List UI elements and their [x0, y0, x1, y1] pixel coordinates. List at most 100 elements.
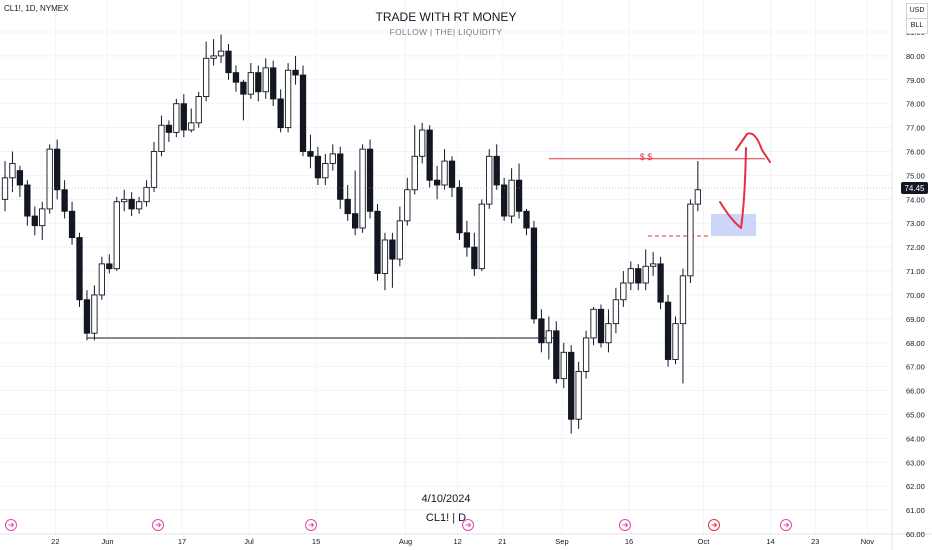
chart-title: TRADE WITH RT MONEY	[375, 10, 517, 24]
candle-body-down	[493, 155, 500, 186]
y-tick-label: 80.00	[906, 52, 925, 61]
y-tick-label: 78.00	[906, 100, 925, 109]
candle	[501, 177, 508, 221]
candle-body-up	[217, 50, 225, 57]
candle-body-up	[575, 370, 582, 420]
x-tick-label: 17	[178, 537, 186, 546]
event-icon[interactable]	[305, 519, 317, 531]
candle-body-up	[642, 265, 649, 284]
candle-body-up	[650, 263, 657, 267]
candle-body-down	[530, 227, 538, 320]
candle	[352, 170, 359, 236]
footer-symbol: CL1! | D	[425, 512, 467, 524]
candle-body-up	[195, 96, 202, 124]
candle-body-down	[538, 318, 545, 344]
candle-body-up	[478, 203, 485, 270]
candle-body-up	[694, 189, 702, 205]
event-icon[interactable]	[5, 519, 17, 531]
event-icon[interactable]	[708, 519, 720, 531]
event-icon[interactable]	[462, 519, 474, 531]
candle	[694, 161, 702, 212]
candle	[68, 201, 76, 245]
currency-button[interactable]: USD	[906, 3, 928, 19]
candle	[381, 232, 389, 291]
candle-body-down	[61, 189, 68, 212]
candle	[135, 196, 143, 214]
candle-body-up	[284, 69, 292, 129]
candle-body-down	[314, 155, 322, 179]
candle	[61, 180, 68, 219]
candle-body-up	[441, 160, 448, 186]
liquidity-label: $ $	[640, 152, 653, 162]
event-icon[interactable]	[780, 519, 792, 531]
candle	[329, 144, 336, 171]
candle-body-down	[635, 268, 642, 284]
event-arrow	[465, 522, 472, 528]
candle	[16, 165, 24, 197]
candle	[478, 199, 485, 272]
y-tick-label: 73.00	[906, 219, 925, 228]
x-tick-label: 21	[498, 537, 506, 546]
y-tick-label: 74.00	[906, 195, 925, 204]
event-icons[interactable]	[5, 519, 792, 531]
candle	[486, 149, 493, 209]
candle	[597, 304, 605, 348]
candle	[143, 180, 150, 207]
candle-body-up	[322, 163, 329, 179]
candle	[605, 309, 612, 353]
candle-body-up	[121, 198, 128, 203]
candle-body-up	[396, 220, 403, 260]
candle-body-up	[158, 124, 165, 152]
candle-body-up	[98, 263, 106, 296]
candle-body-up	[672, 323, 679, 360]
candle	[255, 65, 262, 102]
candle-body-up	[143, 186, 150, 203]
candle	[128, 192, 135, 217]
candle-body-down	[255, 72, 262, 93]
candle	[508, 168, 515, 224]
candle	[545, 316, 553, 360]
candle-body-up	[381, 239, 389, 274]
candle	[210, 39, 217, 66]
candle-body-up	[411, 155, 418, 191]
candle	[240, 79, 247, 121]
candle	[9, 151, 16, 193]
x-tick-label: 14	[766, 537, 774, 546]
candle-body-down	[165, 124, 173, 133]
candle-body-up	[582, 337, 590, 372]
time-axis[interactable]: 22 Jun 17 Jul 15 Aug 12 21 Sep 16 Oct 14 23 Nov	[51, 537, 874, 546]
event-arrow	[155, 522, 162, 528]
candle	[39, 201, 46, 240]
candle-body-down	[344, 198, 351, 215]
candle-body-up	[679, 275, 687, 325]
candle	[173, 98, 180, 138]
candle-body-up	[486, 155, 493, 205]
candle-body-down	[515, 179, 523, 212]
y-tick-label: 60.00	[906, 530, 925, 539]
candle	[672, 316, 679, 365]
candle-body-down	[277, 98, 284, 129]
candle-body-down	[352, 213, 359, 229]
candle-body-up	[173, 103, 180, 133]
candle-body-down	[270, 67, 277, 100]
candle	[568, 345, 575, 434]
y-tick-label: 70.00	[906, 291, 925, 300]
candle	[560, 342, 567, 389]
candle	[612, 287, 620, 334]
event-arrow	[622, 522, 629, 528]
price-axis[interactable]: 81.0080.0079.0078.0077.0076.0075.0074.00…	[906, 28, 925, 539]
candle	[247, 63, 254, 99]
candles	[1, 34, 702, 434]
candle	[277, 89, 284, 133]
candle	[202, 41, 210, 102]
candle-body-down	[83, 299, 91, 334]
event-icon[interactable]	[619, 519, 631, 531]
demand-zone	[711, 214, 756, 236]
event-icon[interactable]	[152, 519, 164, 531]
candle-body-up	[545, 330, 553, 344]
candle-body-down	[307, 151, 314, 157]
candle-body-up	[404, 189, 411, 222]
unit-button[interactable]: BLL	[906, 18, 928, 34]
current-price-value: 74.45	[904, 184, 925, 193]
